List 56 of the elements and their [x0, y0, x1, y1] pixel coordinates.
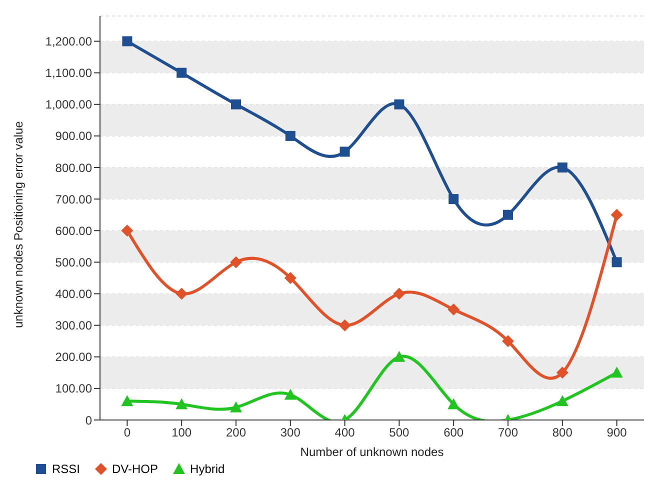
y-tick-label: 0 — [85, 413, 92, 428]
point — [176, 288, 188, 300]
x-tick-label: 900 — [606, 426, 628, 440]
point — [448, 304, 460, 316]
x-tick-label: 100 — [172, 426, 192, 440]
x-tick-label: 0 — [124, 426, 131, 440]
y-tick-label: 400.00 — [55, 287, 92, 302]
point — [556, 395, 568, 406]
y-tick-label: 600.00 — [55, 224, 92, 238]
point — [284, 272, 296, 284]
point — [231, 99, 241, 110]
point — [121, 395, 134, 406]
point — [393, 350, 406, 362]
point — [230, 401, 242, 412]
y-tick-label: 900.00 — [55, 129, 92, 144]
point — [448, 194, 459, 204]
x-tick-label: 500 — [389, 426, 410, 440]
y-tick-label: 500.00 — [55, 255, 92, 270]
y-tick-label: 1,100.00 — [45, 66, 92, 80]
point — [285, 130, 296, 141]
point — [503, 210, 513, 220]
x-tick-label: 300 — [280, 426, 301, 440]
point — [394, 99, 404, 110]
point — [176, 68, 187, 78]
point — [556, 366, 568, 379]
point — [502, 335, 514, 348]
point — [176, 398, 188, 410]
y-tick-label: 1,200.00 — [45, 34, 92, 49]
x-axis-title: Number of unknown nodes — [300, 445, 444, 459]
point — [340, 146, 350, 157]
legend-label: DV-HOP — [111, 462, 158, 476]
point — [610, 366, 623, 378]
point — [230, 256, 242, 268]
point — [122, 36, 132, 46]
y-tick-label: 1,000.00 — [45, 98, 92, 112]
y-tick-label: 800.00 — [55, 160, 92, 175]
point — [610, 208, 623, 221]
point — [338, 319, 351, 332]
point — [393, 288, 406, 300]
y-axis-title: unknown nodes Positioning error value — [11, 120, 26, 328]
x-tick-label: 700 — [498, 426, 518, 440]
y-tick-label: 100.00 — [55, 382, 92, 396]
point — [121, 224, 134, 237]
y-tick-label: 700.00 — [55, 192, 92, 206]
legend-label: Hybrid — [189, 462, 225, 476]
y-tick-label: 200.00 — [55, 350, 92, 364]
point — [448, 398, 460, 410]
point — [284, 388, 296, 400]
y-tick-label: 300.00 — [55, 318, 92, 333]
x-tick-label: 200 — [226, 426, 246, 440]
point — [612, 257, 622, 268]
x-tick-label: 600 — [444, 426, 464, 440]
x-tick-label: 800 — [552, 426, 573, 440]
legend-label: RSSI — [51, 462, 80, 476]
point — [557, 162, 568, 172]
x-tick-label: 400 — [334, 426, 356, 440]
